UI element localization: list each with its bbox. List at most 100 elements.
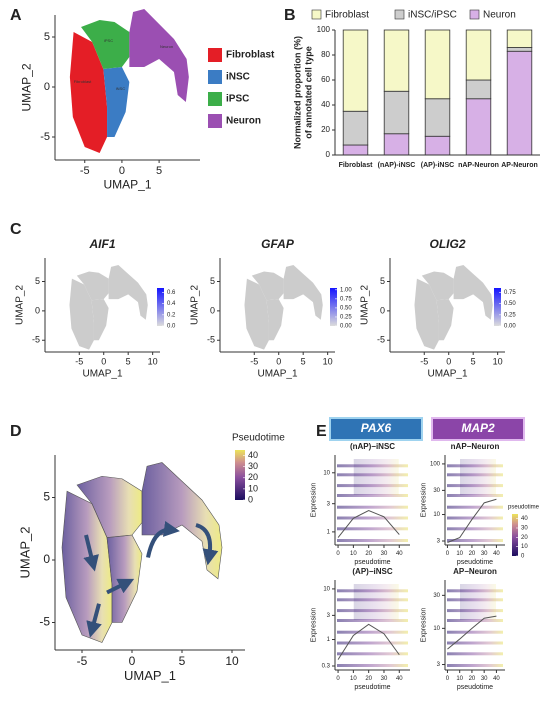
y-tick-label: 0.3: [322, 664, 331, 670]
plot-title: OLIG2: [429, 237, 465, 251]
x-tick-label: 0: [446, 676, 450, 682]
panel-label: D: [10, 423, 22, 440]
trajectory-arrow: [83, 534, 99, 572]
gene-header: PAX6: [361, 421, 392, 435]
y-tick-label: 0: [44, 81, 50, 93]
y-tick-label: 5: [43, 490, 50, 504]
x-tick-label: 30: [481, 676, 488, 682]
y-axis-label: Expression: [311, 483, 318, 518]
bar-segment: [424, 29, 451, 100]
bar-segment: [383, 90, 410, 135]
colorbar-tick-label: 0: [521, 554, 525, 560]
cell-points: [337, 652, 408, 656]
bar-segment: [465, 29, 492, 81]
x-tick-label: 5: [126, 356, 131, 366]
bar-segment: [383, 133, 410, 156]
colorbar-tick-label: 0.6: [167, 290, 176, 296]
trend-line: [447, 615, 497, 650]
y-tick-label: 10: [433, 626, 440, 632]
x-tick-label: AP-Neuron: [501, 162, 538, 169]
cell-points: [337, 527, 408, 531]
y-axis-label: Expression: [421, 608, 428, 643]
colorbar-tick-label: 30: [248, 461, 258, 471]
plot-title: (nAP)−iNSC: [350, 442, 395, 451]
cell-points: [337, 539, 408, 542]
y-tick-label: 5: [210, 276, 215, 286]
gene-header: MAP2: [461, 421, 495, 435]
cell-points: [447, 664, 503, 667]
trajectory-arrow: [106, 578, 135, 595]
colorbar-tick-label: 0.00: [340, 324, 352, 330]
cell-points: [447, 539, 503, 542]
colorbar-tick-label: 0.75: [504, 290, 516, 296]
cluster-label: Neuron: [160, 44, 173, 49]
x-tick-label: 10: [225, 654, 239, 668]
x-tick-label: Fibroblast: [339, 162, 374, 169]
y-tick-label: 0: [326, 150, 331, 159]
colorbar-tick-label: 0: [248, 494, 253, 504]
cell-points: [447, 494, 503, 497]
cell-points: [460, 459, 496, 495]
x-axis-label: UMAP_1: [82, 369, 122, 380]
colorbar: [235, 450, 245, 500]
x-tick-label: 0: [129, 654, 136, 668]
cell-points: [447, 641, 503, 645]
cell-points: [447, 652, 503, 656]
panel-label: E: [316, 423, 327, 440]
x-axis-label: UMAP_1: [124, 668, 176, 683]
y-tick-label: 5: [35, 276, 40, 286]
colorbar: [494, 288, 501, 326]
cell-cloud: [453, 265, 493, 320]
y-axis-label: UMAP_2: [20, 63, 34, 111]
x-axis-label: UMAP_1: [427, 369, 467, 380]
y-tick-label: 1: [327, 529, 331, 535]
y-axis-label: UMAP_2: [190, 285, 201, 325]
y-tick-label: -5: [40, 131, 50, 143]
x-tick-label: 0: [101, 356, 106, 366]
y-tick-label: 0: [380, 305, 385, 315]
y-tick-label: 10: [323, 470, 330, 476]
y-tick-label: -5: [207, 335, 215, 345]
y-axis-label: of annotated cell type: [303, 46, 313, 139]
y-tick-label: -5: [32, 335, 40, 345]
legend-label: iNSC: [226, 72, 250, 83]
x-tick-label: nAP-Neuron: [458, 162, 499, 169]
panel-label: C: [10, 221, 22, 238]
x-tick-label: (nAP)-iNSC: [378, 162, 416, 169]
colorbar-tick-label: 0.50: [340, 305, 352, 311]
colorbar-tick-label: 0.25: [504, 312, 516, 318]
x-tick-label: 0: [446, 356, 451, 366]
y-tick-label: 40: [321, 100, 330, 109]
x-tick-label: 40: [396, 551, 403, 557]
bar-segment: [506, 50, 533, 156]
cell-cloud: [81, 20, 130, 69]
x-tick-label: 0: [336, 676, 340, 682]
cell-points: [337, 505, 408, 509]
x-tick-label: 5: [156, 165, 162, 177]
cell-cloud: [436, 299, 454, 341]
legend-label: Fibroblast: [325, 10, 369, 21]
y-tick-label: 3: [327, 613, 331, 619]
cell-points: [337, 664, 408, 667]
cell-cloud: [266, 299, 284, 341]
y-tick-label: 5: [44, 31, 50, 43]
plot-title: GFAP: [261, 237, 295, 251]
trajectory-arrow: [195, 523, 219, 566]
bar-segment: [424, 98, 451, 137]
x-tick-label: 5: [301, 356, 306, 366]
colorbar-tick-label: 40: [521, 516, 528, 522]
y-tick-label: 30: [433, 593, 440, 599]
colorbar-tick-label: 0.2: [167, 312, 176, 318]
cell-points: [337, 630, 408, 634]
trend-line: [337, 509, 400, 538]
y-tick-label: 0: [35, 305, 40, 315]
header-box: [329, 417, 423, 441]
y-tick-label: 3: [327, 501, 331, 507]
x-tick-label: 10: [148, 356, 158, 366]
legend-swatch: [208, 48, 222, 62]
cell-points: [337, 641, 408, 645]
cell-points: [447, 516, 503, 520]
cell-cloud: [421, 271, 454, 301]
cluster-label: iPSC: [104, 38, 113, 43]
